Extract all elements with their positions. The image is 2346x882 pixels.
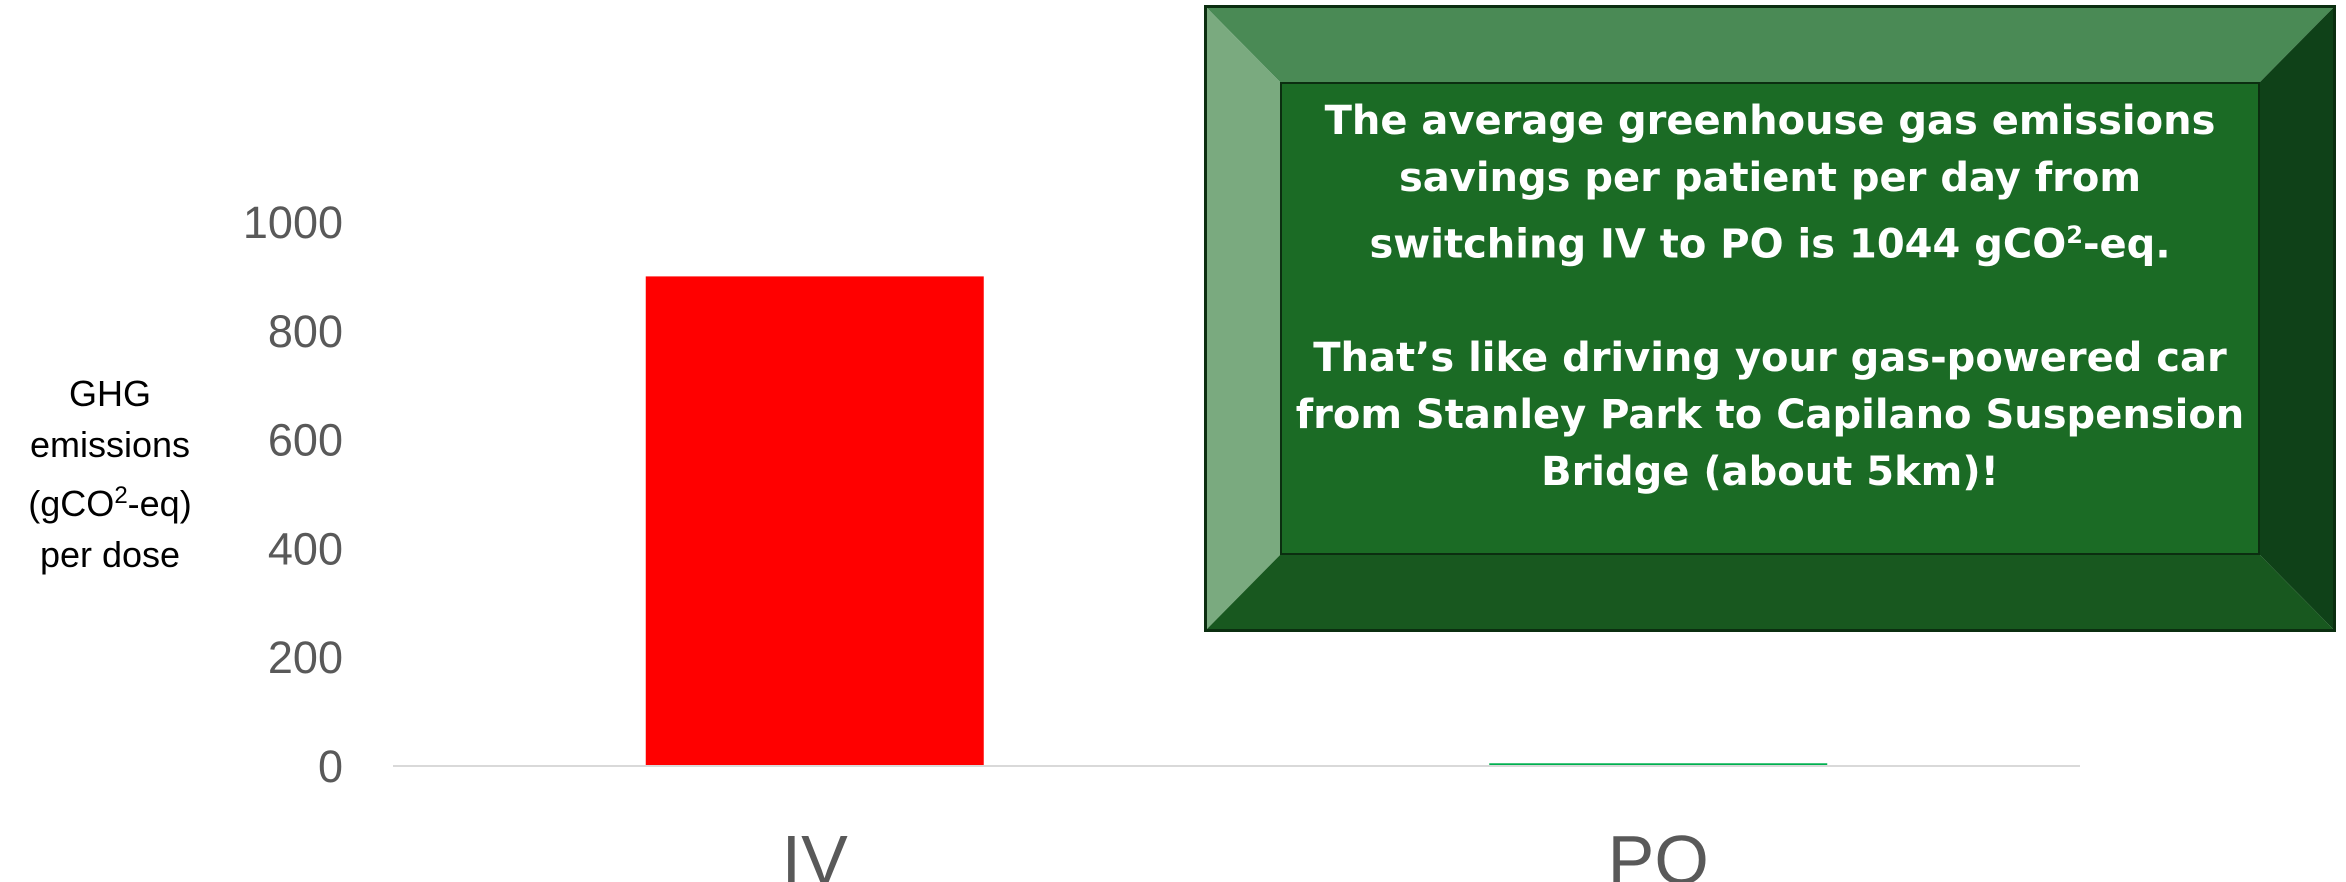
bars [645, 276, 1828, 767]
y-axis-title-line-2: emissions [29, 424, 191, 465]
y-tick-label-1000: 1000 [243, 197, 343, 248]
callout-paragraph-savings: The average greenhouse gas emissions sav… [1284, 93, 2256, 273]
y-axis-title-unit-suffix: -eq) [127, 483, 192, 524]
callout-top-bevel [1204, 5, 2336, 83]
y-tick-label-800: 800 [268, 306, 343, 357]
callout-inner-border [1280, 82, 2260, 555]
callout-bottom-bevel [1204, 554, 2336, 632]
callout-savings-superscript: 2 [2066, 221, 2083, 249]
category-label-po: PO [1608, 821, 1709, 882]
callout-right-bevel [2259, 5, 2336, 632]
y-axis-title: GHG emissions (gCO2-eq) per dose [0, 368, 220, 580]
y-tick-label-600: 600 [268, 415, 343, 466]
callout-text: The average greenhouse gas emissions sav… [1284, 93, 2256, 501]
y-tick-label-200: 200 [268, 632, 343, 683]
callout-savings-text: The average greenhouse gas emissions sav… [1324, 98, 2216, 268]
y-axis-ticks: 0 200 400 600 800 1000 [243, 197, 343, 792]
y-axis-title-line-4: per dose [39, 534, 181, 575]
callout-border [1204, 5, 2336, 632]
callout-bevel-frame [1204, 5, 2336, 632]
y-axis-title-line-1: GHG [68, 373, 151, 414]
callout-face [1281, 83, 2259, 554]
callout-left-bevel [1204, 5, 1281, 632]
category-label-iv: IV [782, 821, 848, 882]
y-axis-title-unit: (gCO [28, 483, 115, 524]
y-axis-title-line-3: (gCO2-eq) [0, 470, 220, 529]
bar-iv [645, 276, 984, 766]
callout-savings-suffix: -eq. [2082, 221, 2171, 268]
category-labels: IV PO [782, 821, 1709, 882]
y-tick-label-400: 400 [268, 523, 343, 574]
callout-paragraph-driving: That’s like driving your gas-powered car… [1295, 335, 2245, 496]
y-axis-title-superscript: 2 [114, 482, 128, 509]
callout-box: The average greenhouse gas emissions sav… [1204, 5, 2336, 632]
bar-po [1489, 763, 1828, 767]
y-tick-label-0: 0 [318, 741, 343, 792]
